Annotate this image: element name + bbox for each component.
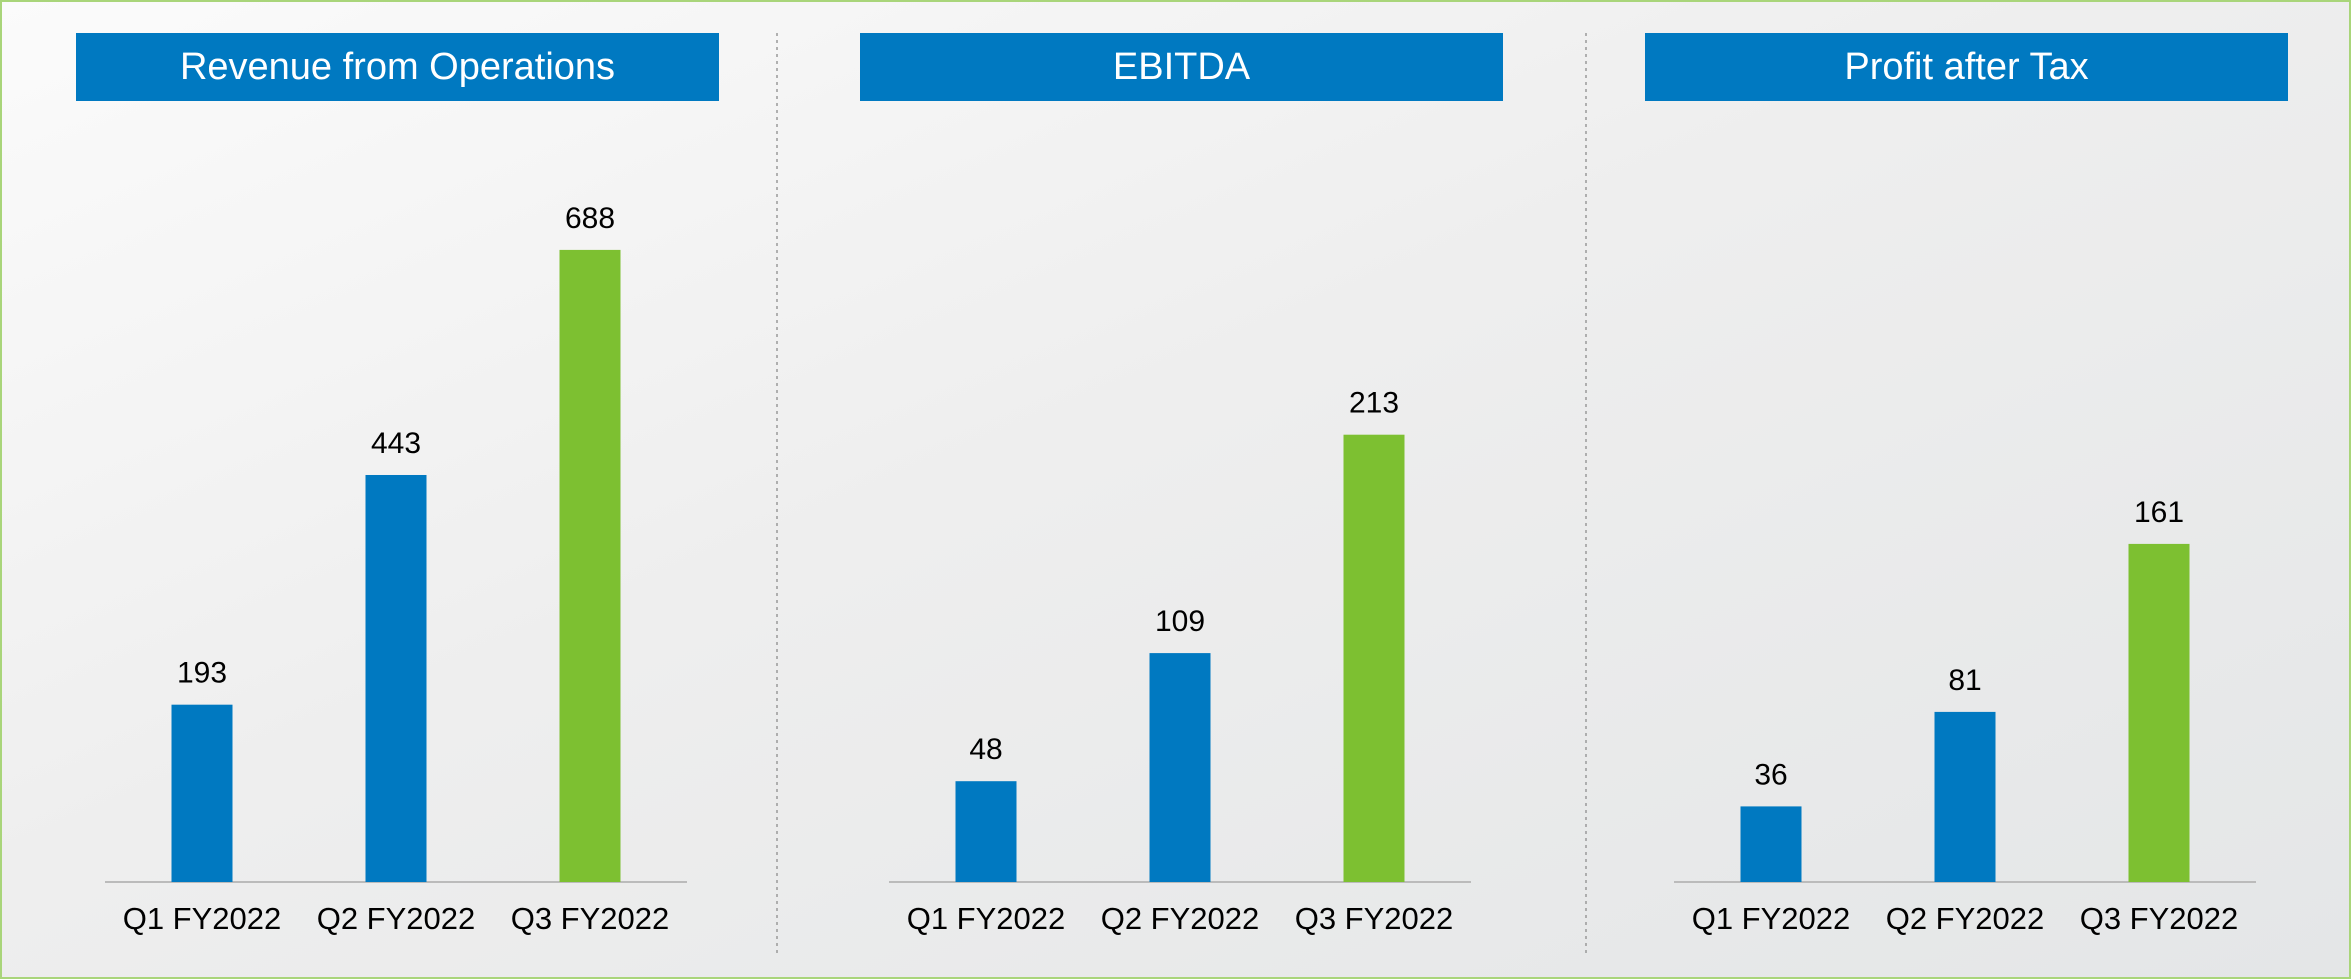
x-tick-label: Q1 FY2022	[1692, 901, 1851, 936]
x-tick-label: Q3 FY2022	[511, 901, 670, 936]
x-tick-label: Q3 FY2022	[2080, 901, 2239, 936]
data-label: 48	[969, 733, 1002, 766]
bar	[1149, 653, 1211, 882]
x-tick-label: Q2 FY2022	[317, 901, 476, 936]
x-tick-label: Q1 FY2022	[123, 901, 282, 936]
bar	[559, 249, 621, 882]
data-label: 193	[177, 657, 227, 690]
chart-title: Revenue from Operations	[180, 46, 615, 88]
title-box	[860, 33, 1503, 101]
chart-title: Profit after Tax	[1844, 46, 2088, 88]
bar	[2128, 543, 2190, 882]
x-tick-label: Q2 FY2022	[1101, 901, 1260, 936]
data-label: 109	[1155, 605, 1205, 638]
data-label: 688	[565, 202, 615, 235]
bar	[1343, 434, 1405, 882]
bar	[171, 704, 233, 882]
x-tick-label: Q2 FY2022	[1886, 901, 2045, 936]
title-box	[1645, 33, 2288, 101]
bar	[1934, 711, 1996, 882]
title-box	[76, 33, 719, 101]
data-label: 81	[1948, 664, 1981, 697]
data-label: 213	[1349, 387, 1399, 420]
data-label: 443	[371, 427, 421, 460]
x-tick-label: Q1 FY2022	[907, 901, 1066, 936]
bar	[1740, 806, 1802, 882]
bar	[955, 781, 1017, 882]
x-tick-label: Q3 FY2022	[1295, 901, 1454, 936]
data-label: 36	[1754, 758, 1787, 791]
data-label: 161	[2134, 496, 2184, 529]
bar	[365, 474, 427, 882]
chart-title: EBITDA	[1113, 46, 1251, 88]
